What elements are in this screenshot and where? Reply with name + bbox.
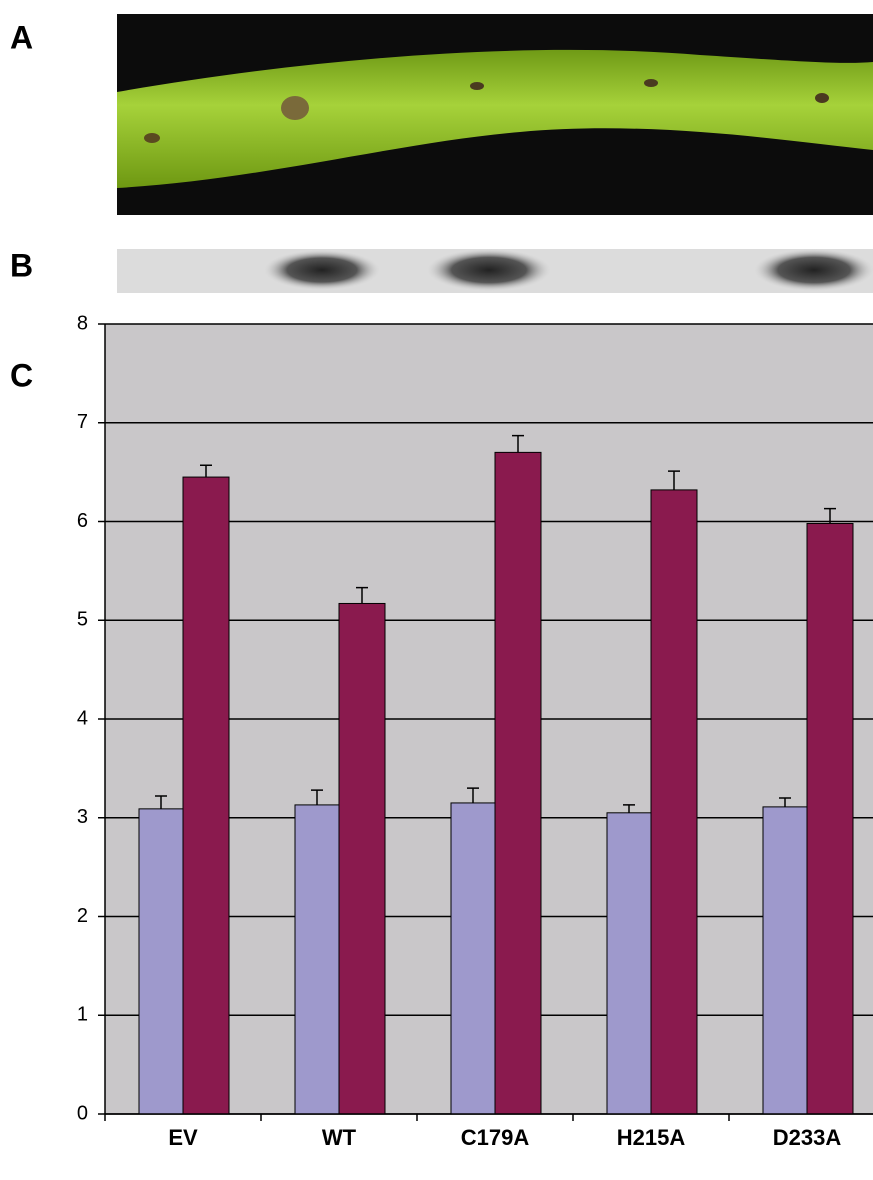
x-tick-label: D233A bbox=[773, 1125, 842, 1150]
bar bbox=[450, 802, 496, 1115]
error-bar bbox=[356, 586, 368, 604]
y-tick-label: 8 bbox=[77, 312, 88, 334]
error-bar bbox=[200, 464, 212, 478]
bar bbox=[338, 602, 386, 1115]
error-bar bbox=[512, 434, 524, 453]
bar bbox=[650, 489, 698, 1115]
panel-label: C bbox=[10, 357, 33, 393]
bar bbox=[762, 806, 808, 1115]
x-tick-label: WT bbox=[322, 1125, 357, 1150]
x-tick-label: H215A bbox=[617, 1125, 686, 1150]
y-tick-label: 7 bbox=[77, 411, 88, 433]
x-tick-label: EV bbox=[168, 1125, 198, 1150]
panel-label: A bbox=[10, 19, 33, 55]
error-bar bbox=[623, 804, 635, 813]
y-tick-label: 5 bbox=[77, 609, 88, 631]
error-bar bbox=[824, 507, 836, 524]
bar bbox=[606, 812, 652, 1115]
x-tick-label: C179A bbox=[461, 1125, 530, 1150]
error-bar bbox=[668, 470, 680, 490]
bar bbox=[294, 804, 340, 1115]
y-tick-label: 3 bbox=[77, 806, 88, 828]
panel-label: B bbox=[10, 247, 33, 283]
bar bbox=[138, 808, 184, 1115]
bar bbox=[806, 522, 854, 1115]
error-bar bbox=[467, 787, 479, 803]
error-bar bbox=[311, 789, 323, 805]
bar bbox=[494, 451, 542, 1115]
y-tick-label: 6 bbox=[77, 510, 88, 532]
y-tick-label: 1 bbox=[77, 1004, 88, 1026]
bar bbox=[182, 476, 230, 1115]
error-bar bbox=[155, 795, 167, 809]
y-tick-label: 2 bbox=[77, 905, 88, 927]
photo-panel bbox=[117, 14, 873, 215]
blot-panel bbox=[117, 249, 873, 293]
y-tick-label: 4 bbox=[77, 707, 88, 729]
y-tick-label: 0 bbox=[77, 1102, 88, 1124]
error-bar bbox=[779, 797, 791, 807]
